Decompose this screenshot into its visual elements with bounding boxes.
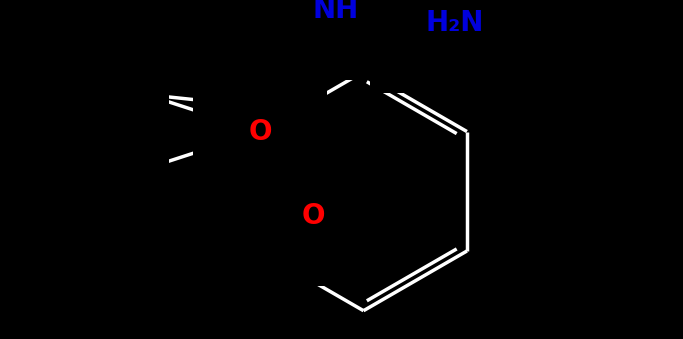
Text: O: O [302,202,326,230]
Text: H₂N: H₂N [425,9,484,37]
Text: NH: NH [312,0,359,24]
Text: O: O [249,118,272,145]
